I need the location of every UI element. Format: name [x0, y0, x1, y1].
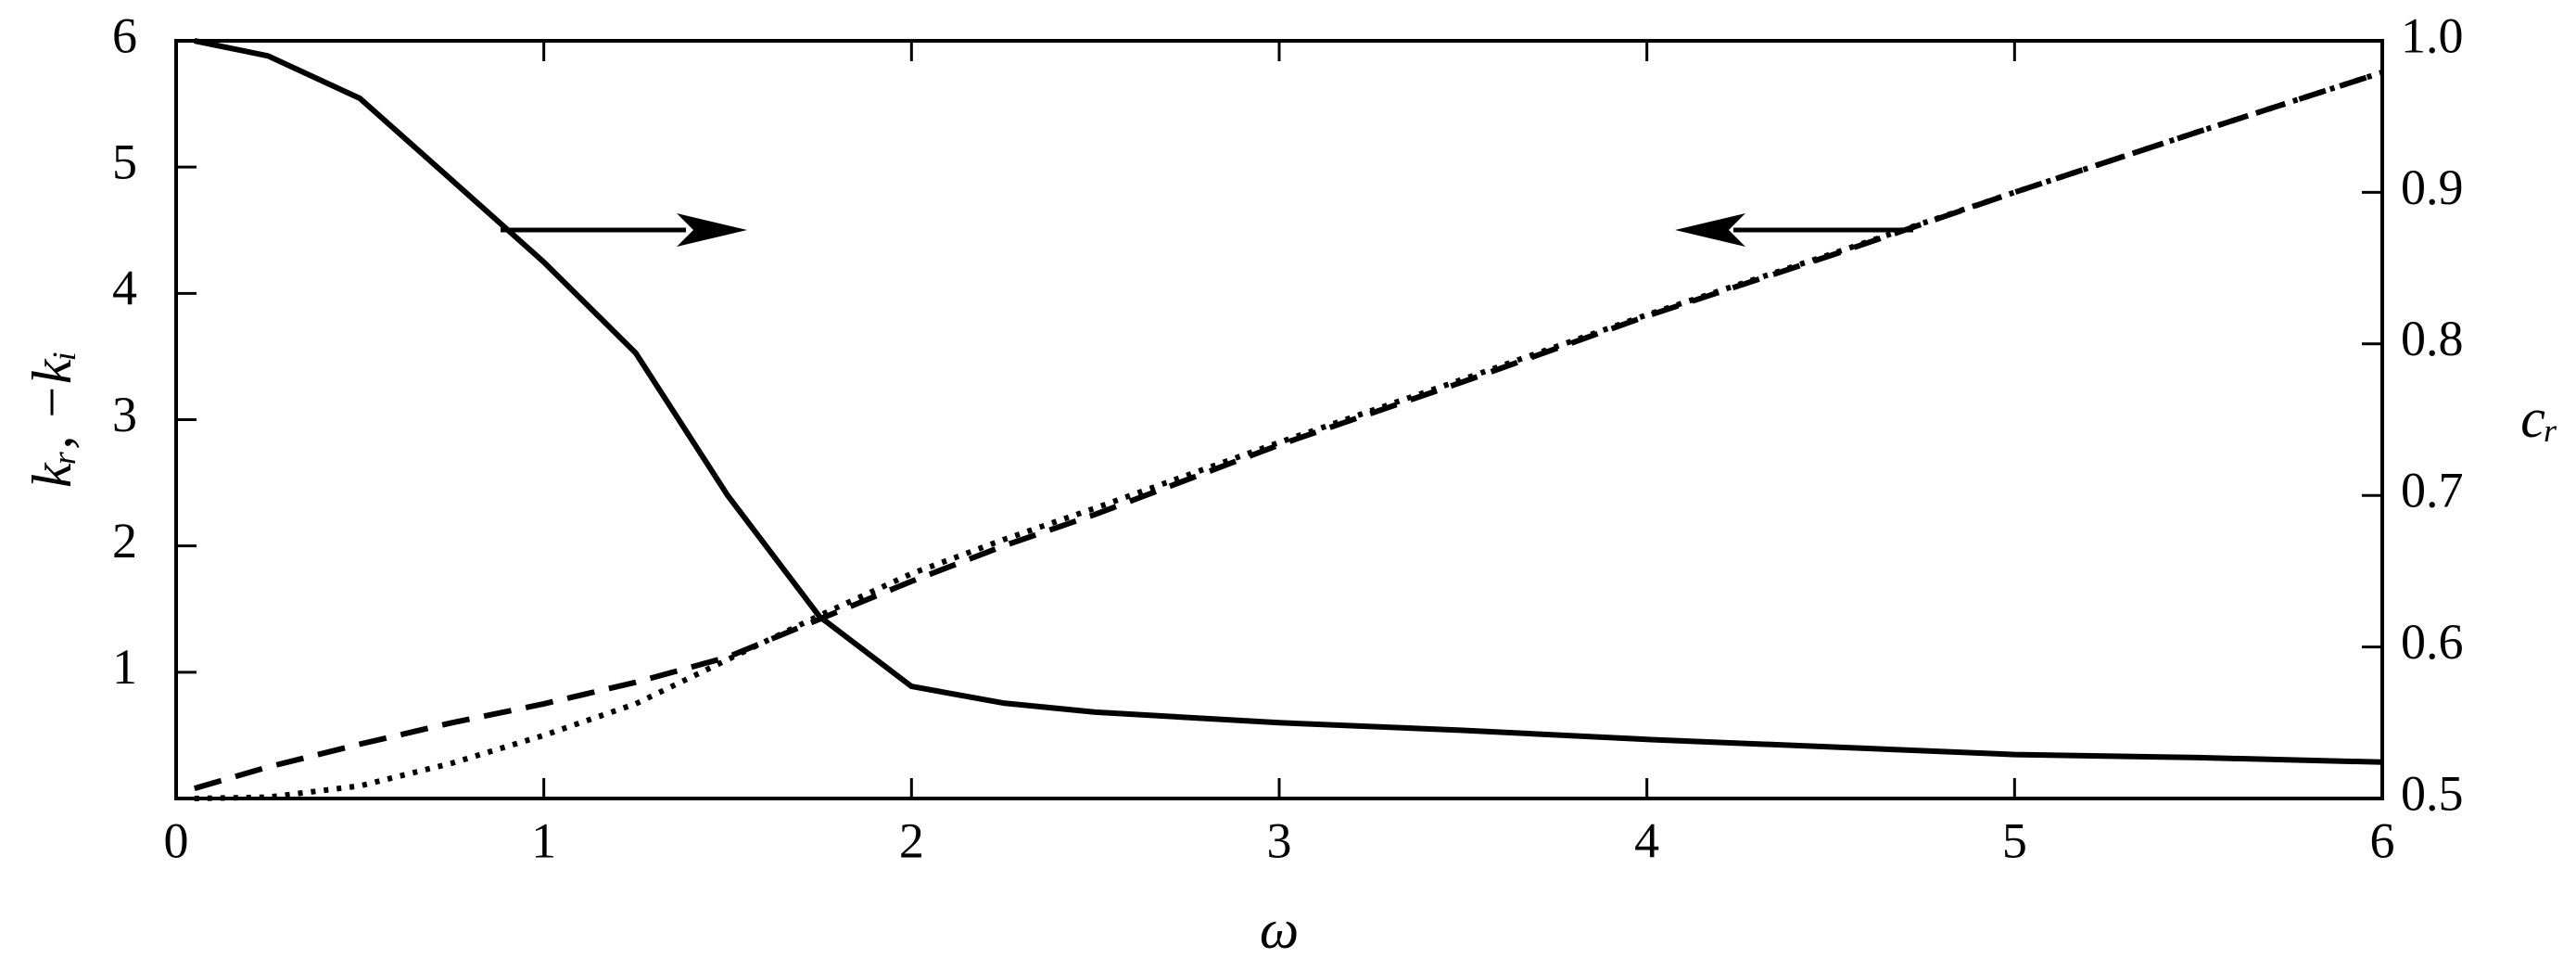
arrow-left: [1675, 213, 1913, 247]
y-tick-label: 4: [112, 261, 137, 316]
y2-tick-label: 1.0: [2401, 7, 2464, 63]
y-tick-label: 1: [112, 639, 137, 695]
y-tick-label: 3: [112, 387, 137, 442]
x-axis-label: ω: [1260, 899, 1299, 960]
series-line: [194, 38, 2383, 765]
y-tick-label: 5: [112, 134, 137, 190]
x-tick-label: 1: [531, 812, 556, 868]
y-tick-label: 6: [112, 7, 137, 63]
x-tick-label: 4: [1634, 812, 1659, 868]
y2-tick-label: 0.9: [2401, 160, 2464, 215]
plot-frame: [174, 39, 2384, 800]
y-tick-label: 2: [112, 513, 137, 569]
x-tick-label: 0: [164, 812, 189, 868]
arrow-right: [501, 213, 747, 247]
series-line: [193, 70, 2383, 791]
series-line: [194, 70, 2383, 801]
y2-tick-label: 0.6: [2401, 614, 2464, 670]
y2-tick-label: 0.7: [2401, 463, 2464, 518]
y2-axis-label: cᵣ: [2520, 388, 2558, 449]
y-axis-label: kᵣ, −kᵢ: [21, 351, 82, 488]
x-tick-label: 6: [2370, 812, 2395, 868]
x-tick-label: 3: [1267, 812, 1292, 868]
x-tick-label: 2: [899, 812, 924, 868]
y2-tick-label: 0.5: [2401, 765, 2464, 821]
x-tick-label: 5: [2002, 812, 2027, 868]
y2-tick-label: 0.8: [2401, 311, 2464, 366]
